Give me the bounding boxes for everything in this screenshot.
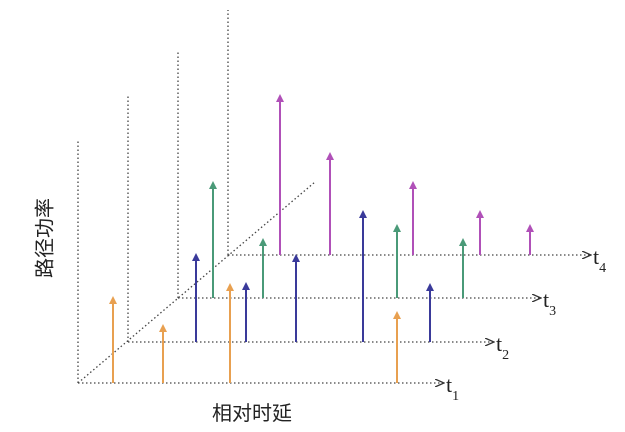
axis-subscript: 4 — [599, 261, 606, 276]
axis-letter: t — [593, 244, 599, 269]
paths-t2 — [192, 210, 434, 342]
axis-letter: t — [446, 372, 452, 397]
axis-label: t1 — [446, 372, 459, 404]
axis-letter: t — [543, 287, 549, 312]
y-label: 路径功率 — [33, 198, 57, 278]
axis-subscript: 3 — [549, 304, 556, 319]
paths-t4 — [276, 94, 534, 255]
axis-label: t2 — [496, 331, 509, 363]
paths-t1 — [109, 283, 401, 383]
x-label: 相对时延 — [212, 401, 292, 425]
axis-label: t3 — [543, 287, 556, 319]
axis-subscript: 1 — [452, 389, 459, 404]
grid-lines — [77, 10, 591, 383]
axis-subscript: 2 — [502, 348, 509, 363]
axis-label: t4 — [593, 244, 606, 276]
axis-letter: t — [496, 331, 502, 356]
paths-t3 — [209, 181, 467, 298]
